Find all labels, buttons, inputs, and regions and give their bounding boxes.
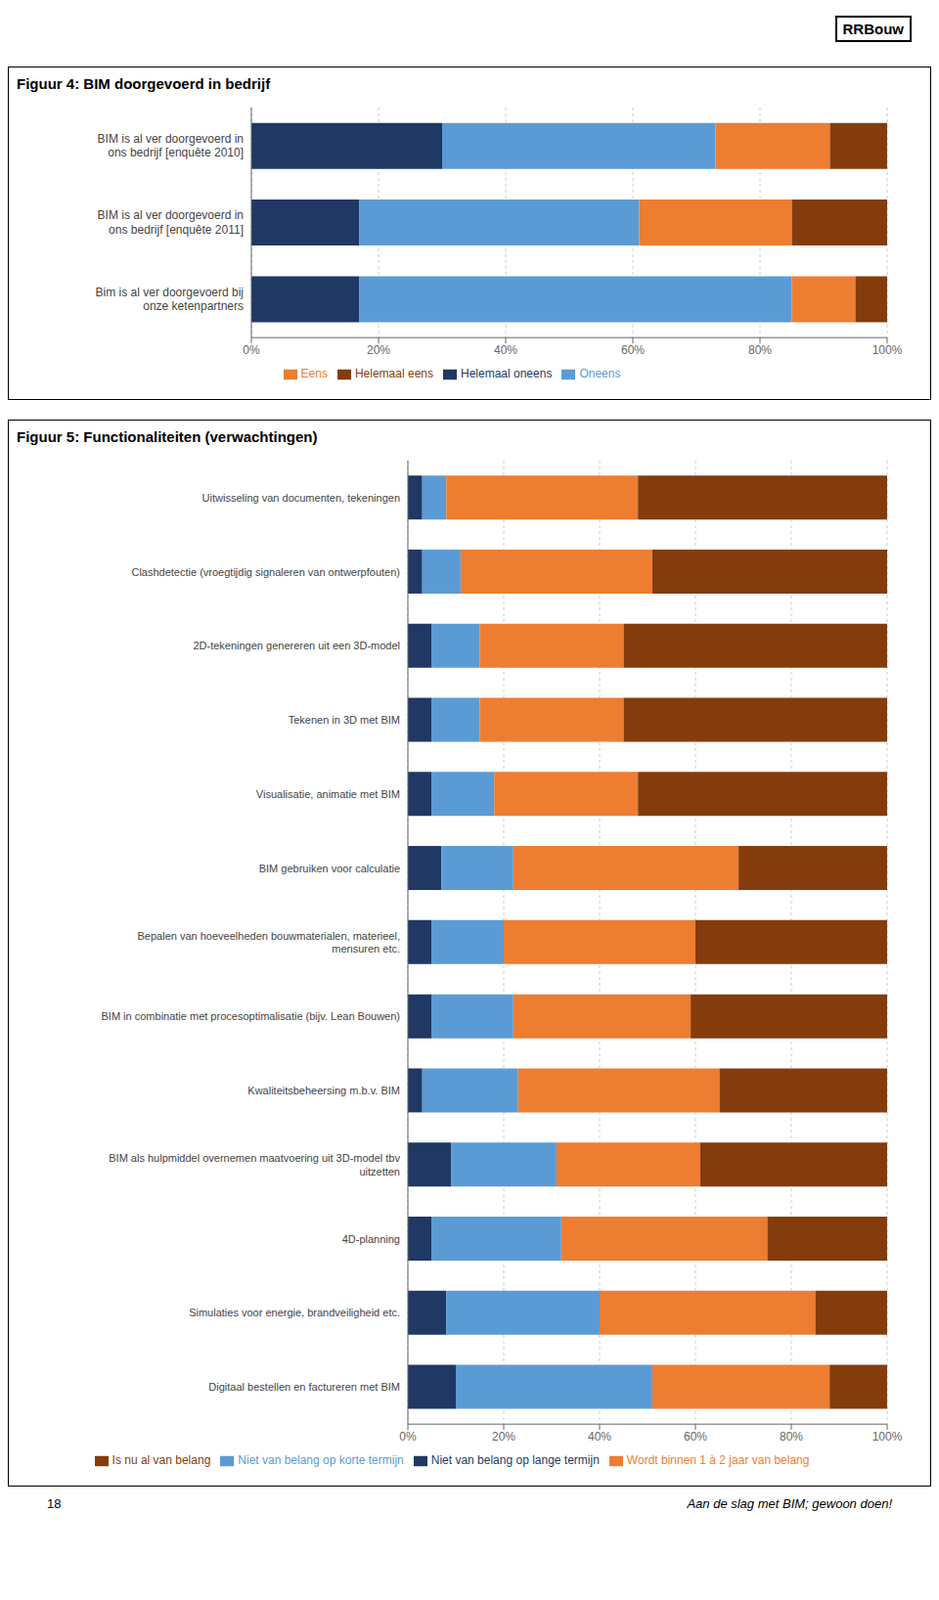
html-text:Helemaal oneens: Helemaal oneens <box>460 366 553 381</box>
svg-text:40%: 40% <box>493 343 518 358</box>
svg-text:20%: 20% <box>491 1430 516 1444</box>
html-text:Figuur 5: Functionaliteiten (v: Figuur 5: Functionaliteiten (verwachting… <box>16 428 318 446</box>
html-text:Eens: Eens <box>300 366 328 381</box>
svg-text:BIM gebruiken voor calculatie: BIM gebruiken voor calculatie <box>259 862 401 875</box>
svg-text:40%: 40% <box>587 1430 612 1444</box>
html-text:Is nu al van belang: Is nu al van belang <box>112 1453 211 1468</box>
html-text:Helemaal eens: Helemaal eens <box>354 366 434 381</box>
html-text:Niet van belang op korte termi: Niet van belang op korte termijn <box>237 1453 404 1468</box>
html-text:Oneens: Oneens <box>579 366 621 381</box>
svg-text:0%: 0% <box>399 1430 417 1444</box>
html-text:18: 18 <box>46 1496 62 1512</box>
svg-text:Tekenen in 3D met BIM: Tekenen in 3D met BIM <box>288 714 401 726</box>
html-text:Aan de slag met BIM; gewoon do: Aan de slag met BIM; gewoon doen! <box>687 1496 893 1512</box>
svg-text:2D-tekeningen genereren uit ee: 2D-tekeningen genereren uit een 3D-model <box>192 639 401 652</box>
svg-text:BIM in combinatie met procesop: BIM in combinatie met procesoptimalisati… <box>101 1010 402 1023</box>
svg-text:Simulaties voor energie, brand: Simulaties voor energie, brandveiligheid… <box>188 1306 401 1319</box>
svg-text:Visualisatie, animatie met BIM: Visualisatie, animatie met BIM <box>256 788 401 801</box>
svg-text:80%: 80% <box>779 1430 804 1444</box>
svg-text:80%: 80% <box>748 343 772 358</box>
html-text:Niet van belang op lange termi: Niet van belang op lange termijn <box>431 1453 600 1468</box>
svg-text:60%: 60% <box>621 343 645 358</box>
svg-text:4D-planning: 4D-planning <box>342 1233 401 1246</box>
svg-text:BIM is al ver doorgevoerd inon: BIM is al ver doorgevoerd inons bedrijf … <box>97 208 244 236</box>
svg-text:Digitaal bestellen en facturer: Digitaal bestellen en factureren met BIM <box>208 1381 401 1393</box>
svg-text:20%: 20% <box>366 343 391 358</box>
svg-text:BIM als hulpmiddel overnemen m: BIM als hulpmiddel overnemen maatvoering… <box>108 1152 401 1177</box>
svg-text:60%: 60% <box>683 1430 708 1444</box>
svg-text:Bim is al ver doorgevoerd bijo: Bim is al ver doorgevoerd bijonze ketenp… <box>95 285 244 313</box>
svg-text:100%: 100% <box>872 1430 903 1444</box>
svg-text:100%: 100% <box>872 343 903 358</box>
svg-text:0%: 0% <box>242 343 261 358</box>
svg-text:Clashdetectie (vroegtijdig sig: Clashdetectie (vroegtijdig signaleren va… <box>131 566 401 579</box>
svg-text:Kwaliteitsbeheersing m.b.v. BI: Kwaliteitsbeheersing m.b.v. BIM <box>247 1084 401 1097</box>
svg-text:Bepalen van hoeveelheden bouwm: Bepalen van hoeveelheden bouwmaterialen,… <box>137 930 401 955</box>
svg-text:Uitwisseling van documenten, t: Uitwisseling van documenten, tekeningen <box>202 491 401 504</box>
html-text:RRBouw: RRBouw <box>842 20 904 38</box>
svg-text:BIM is al ver doorgevoerd inon: BIM is al ver doorgevoerd inons bedrijf … <box>97 132 244 160</box>
html-text:Figuur 4: BIM doorgevoerd in b: Figuur 4: BIM doorgevoerd in bedrijf <box>16 75 271 92</box>
html-text:Wordt binnen 1 à 2 jaar van be: Wordt binnen 1 à 2 jaar van belang <box>626 1453 810 1468</box>
